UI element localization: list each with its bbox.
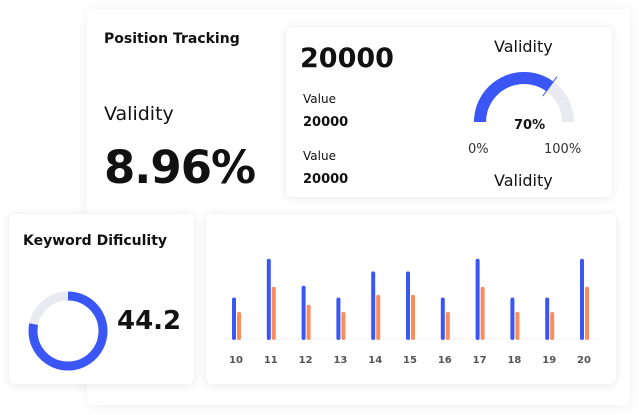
x-tick-label-13: 13: [333, 355, 347, 366]
bar-chart-card: 10 11 12 13 14 15 16 17 18 19 20: [206, 214, 616, 384]
bar-orange-15: [411, 294, 415, 340]
headline-value: 20000: [300, 43, 394, 74]
value-2: 20000: [303, 172, 349, 187]
bar-blue-14: [371, 271, 376, 340]
bar-blue-19: [545, 297, 550, 340]
x-tick-label-12: 12: [299, 355, 313, 366]
x-tick-label-14: 14: [368, 355, 382, 366]
bar-orange-20: [585, 286, 589, 340]
value-label-1: Value: [303, 92, 336, 106]
value-label-2: Value: [303, 149, 336, 163]
x-tick-label-10: 10: [229, 355, 243, 366]
bar-blue-11: [266, 258, 271, 340]
bar-orange-16: [445, 311, 450, 340]
gauge-fill: [474, 72, 554, 123]
gauge-max-label: 100%: [544, 142, 582, 157]
bar-orange-11: [271, 286, 276, 340]
difficulty-ring: [28, 291, 108, 371]
bar-blue-16: [440, 297, 445, 340]
bar-orange-13: [341, 311, 346, 340]
bar-blue-13: [336, 297, 341, 340]
x-tick-label-16: 16: [438, 355, 452, 366]
keyword-difficulty-card: Keyword Dificulity 44.2: [9, 214, 194, 384]
x-tick-label-11: 11: [264, 355, 278, 366]
keyword-difficulty-title: Keyword Dificulity: [23, 233, 168, 249]
gauge-min-label: 0%: [468, 142, 489, 157]
bar-blue-15: [406, 271, 410, 340]
validity-value: 8.96%: [104, 141, 256, 194]
bar-blue-17: [475, 258, 480, 340]
keyword-difficulty-value: 44.2: [117, 306, 182, 336]
validity-label: Validity: [104, 103, 174, 125]
x-tick-label-20: 20: [577, 355, 591, 366]
x-tick-label-19: 19: [542, 355, 556, 366]
x-tick-label-15: 15: [403, 355, 417, 366]
gauge-percent: 70%: [514, 118, 546, 133]
bar-blue-18: [510, 297, 515, 340]
bar-blue-20: [580, 258, 584, 340]
x-tick-label-17: 17: [473, 355, 487, 366]
validity-gauge: [474, 72, 574, 123]
bar-orange-10: [237, 311, 241, 340]
bar-orange-17: [480, 286, 485, 340]
validity-card: 20000 Value 20000 Value 20000 Validity 7…: [286, 27, 612, 197]
gauge-title: Validity: [494, 37, 553, 56]
bar-blue-12: [301, 285, 306, 340]
bar-blue-10: [232, 297, 236, 340]
bar-orange-18: [515, 311, 520, 340]
gauge-needle: [542, 76, 558, 97]
bar-orange-12: [306, 304, 311, 340]
bar-orange-14: [376, 294, 381, 340]
bar-orange-19: [550, 311, 555, 340]
x-tick-label-18: 18: [507, 355, 521, 366]
ring-fill: [28, 291, 108, 371]
bar-chart: 10 11 12 13 14 15 16 17 18 19 20: [224, 258, 598, 366]
panel-title: Position Tracking: [104, 31, 240, 47]
value-1: 20000: [303, 115, 349, 130]
gauge-bottom-label: Validity: [494, 171, 553, 190]
